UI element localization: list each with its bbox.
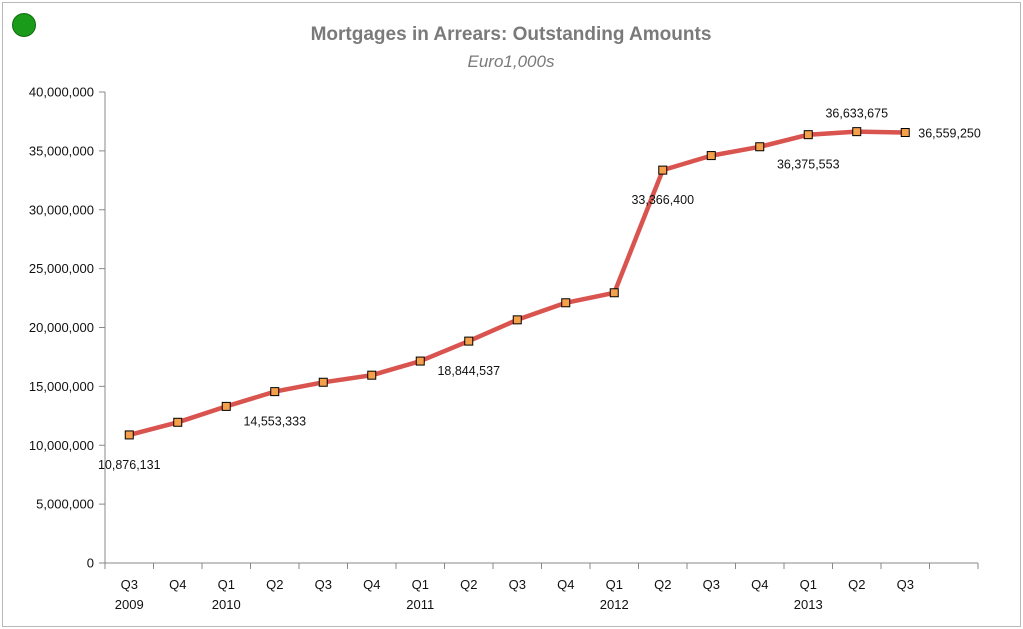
x-tick-label-quarter: Q4	[557, 577, 574, 592]
chart-subtitle: Euro1,000s	[468, 52, 555, 71]
data-label: 14,553,333	[243, 415, 306, 429]
x-tick-label-quarter: Q1	[606, 577, 623, 592]
chart-title: Mortgages in Arrears: Outstanding Amount…	[311, 24, 712, 45]
x-tick-label-quarter: Q2	[848, 577, 865, 592]
data-label: 33,366,400	[631, 193, 694, 207]
x-tick-label-quarter: Q4	[363, 577, 380, 592]
data-point-marker	[512, 315, 522, 325]
x-tick-label-quarter: Q1	[800, 577, 817, 592]
y-tick-label: 30,000,000	[29, 202, 94, 217]
data-point-marker	[706, 151, 716, 161]
x-tick-label-year: 2009	[115, 597, 144, 612]
data-point-marker	[173, 417, 183, 427]
data-label: 18,844,537	[437, 364, 500, 378]
data-labels-layer: 10,876,131 14,553,333 18,844,537 33,366,400…	[98, 107, 981, 472]
x-tick-label-quarter: Q1	[412, 577, 429, 592]
y-tick-label: 35,000,000	[29, 143, 94, 158]
data-point-marker	[464, 336, 474, 346]
series-layer	[124, 127, 910, 440]
y-tick-label: 25,000,000	[29, 261, 94, 276]
x-tick-label-quarter: Q4	[169, 577, 186, 592]
x-tick-label-quarter: Q3	[509, 577, 526, 592]
y-tick-label: 20,000,000	[29, 320, 94, 335]
x-tick-label-quarter: Q3	[703, 577, 720, 592]
data-point-marker	[561, 298, 571, 308]
x-tick-label-quarter: Q3	[315, 577, 332, 592]
x-tick-label-year: 2010	[212, 597, 241, 612]
x-tick-label-quarter: Q3	[897, 577, 914, 592]
data-point-marker	[367, 370, 377, 380]
x-tick-label-year: 2012	[600, 597, 629, 612]
x-tick-label-quarter: Q3	[121, 577, 138, 592]
data-point-marker	[415, 356, 425, 366]
data-point-marker	[609, 288, 619, 298]
x-tick-label-quarter: Q1	[218, 577, 235, 592]
y-tick-label: 5,000,000	[36, 497, 94, 512]
y-tick-label: 40,000,000	[29, 85, 94, 100]
data-point-marker	[852, 127, 862, 137]
data-label: 36,633,675	[825, 107, 888, 121]
data-label: 36,375,553	[777, 158, 840, 172]
data-point-marker	[658, 165, 668, 175]
data-point-marker	[755, 142, 765, 152]
data-point-marker	[318, 377, 328, 387]
y-tick-label: 15,000,000	[29, 379, 94, 394]
x-tick-label-year: 2013	[794, 597, 823, 612]
data-label: 10,876,131	[98, 458, 161, 472]
data-point-marker	[124, 430, 134, 440]
x-tick-label-year: 2011	[406, 597, 434, 612]
x-tick-label-quarter: Q2	[460, 577, 477, 592]
data-point-marker	[221, 401, 231, 411]
status-indicator-dot	[12, 13, 36, 37]
x-tick-label-quarter: Q2	[266, 577, 283, 592]
y-tick-label: 0	[87, 556, 94, 571]
x-tick-label-quarter: Q2	[654, 577, 671, 592]
y-tick-label: 10,000,000	[29, 438, 94, 453]
x-tick-label-quarter: Q4	[751, 577, 768, 592]
data-point-marker	[803, 130, 813, 140]
data-label: 36,559,250	[918, 127, 981, 141]
series-line	[127, 129, 908, 438]
data-point-marker	[900, 128, 910, 138]
data-point-marker	[270, 387, 280, 397]
axes: 0 5,000,000 10,000,000 15,000,000 20,000,000…	[29, 85, 979, 612]
